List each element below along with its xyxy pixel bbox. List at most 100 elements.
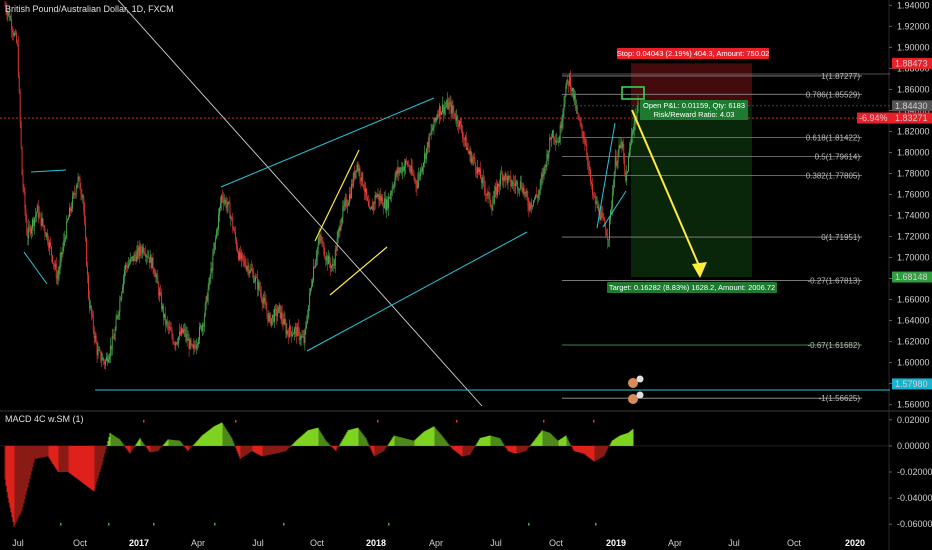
- candle-body: [228, 201, 230, 204]
- macd-bar: [414, 439, 416, 446]
- candle-body: [546, 153, 548, 167]
- candle-body: [413, 175, 415, 180]
- candle-body: [396, 170, 398, 174]
- macd-bar: [168, 439, 170, 446]
- candle-body: [229, 203, 231, 219]
- candle-body: [424, 153, 425, 163]
- macd-bar: [553, 436, 555, 446]
- candle-body: [252, 270, 254, 273]
- macd-bar: [27, 445, 29, 488]
- candle-body: [249, 271, 251, 274]
- candle-body: [162, 306, 163, 310]
- candle-body: [265, 302, 267, 310]
- candle-body: [245, 265, 247, 270]
- candle-body: [427, 142, 429, 148]
- candle-body: [63, 239, 65, 248]
- candle-body: [26, 220, 28, 235]
- price-tick-label: 1.94000: [897, 0, 930, 10]
- macd-bar: [94, 445, 96, 489]
- candle-body: [510, 176, 512, 186]
- candle-body: [287, 330, 289, 333]
- candle-body: [551, 137, 553, 140]
- macd-bar: [200, 436, 202, 446]
- macd-bar: [444, 439, 446, 446]
- candle-body: [227, 201, 229, 206]
- candle-body: [59, 260, 61, 271]
- candle-body: [89, 297, 90, 309]
- macd-signal-mark: [543, 420, 545, 423]
- candle-body: [349, 194, 350, 203]
- candle-body: [277, 306, 279, 314]
- macd-bar: [527, 445, 529, 449]
- macd-bar: [417, 437, 419, 446]
- macd-bar: [599, 445, 601, 459]
- macd-bar: [325, 440, 327, 446]
- candle-body: [382, 197, 384, 206]
- candle-body: [273, 314, 275, 322]
- candle-body: [409, 169, 411, 172]
- candle-body: [634, 116, 636, 124]
- candle-body: [163, 306, 164, 318]
- drawings: Stop: 0.04043 (2.19%) 404.3, Amount: 750…: [23, 0, 890, 407]
- candle-body: [444, 106, 446, 108]
- macd-bar: [253, 445, 255, 453]
- candle-body: [128, 262, 130, 265]
- candle-body: [561, 120, 563, 129]
- macd-bar: [494, 436, 496, 446]
- candle-body: [615, 157, 617, 166]
- macd-bar: [586, 445, 588, 457]
- macd-bar: [247, 445, 249, 454]
- macd-bar: [167, 439, 169, 446]
- candle-body: [189, 339, 191, 349]
- candle-body: [375, 195, 377, 198]
- candle-body: [393, 185, 395, 188]
- candle-body: [106, 356, 107, 361]
- macd-bar: [12, 445, 14, 522]
- macd-bar: [540, 431, 542, 446]
- macd-bar: [79, 445, 81, 481]
- macd-bar: [319, 430, 321, 446]
- candle-body: [179, 331, 181, 337]
- candle-body: [383, 205, 385, 209]
- macd-bar: [398, 436, 400, 446]
- macd-bar: [83, 445, 85, 484]
- candle-body: [89, 306, 91, 309]
- macd-bar: [215, 425, 217, 446]
- candle-body: [95, 335, 97, 344]
- candle-body: [537, 194, 539, 199]
- macd-bar: [402, 437, 404, 446]
- macd-bar: [273, 445, 275, 454]
- macd-bar: [271, 445, 273, 455]
- macd-bar: [566, 437, 568, 446]
- macd-signal-mark: [283, 523, 285, 526]
- candle-body: [607, 235, 609, 241]
- macd-bar: [5, 445, 7, 486]
- macd-bar: [77, 445, 79, 480]
- candle-body: [286, 330, 288, 335]
- candle-body: [23, 186, 25, 192]
- macd-signal-mark: [60, 523, 62, 526]
- candle-body: [565, 86, 567, 97]
- macd-bar: [123, 445, 125, 446]
- candle-body: [29, 226, 31, 228]
- candle-body: [34, 215, 36, 219]
- fib-label: -1(1.56625): [819, 394, 861, 403]
- candle-body: [442, 104, 444, 114]
- candle-body: [571, 88, 573, 92]
- candle-body: [469, 150, 471, 155]
- macd-bar: [346, 432, 348, 446]
- candle-body: [389, 194, 391, 199]
- macd-bar: [486, 436, 488, 446]
- candle-body: [395, 170, 397, 178]
- candle-body: [618, 145, 620, 153]
- candle-body: [474, 157, 476, 163]
- macd-bar: [349, 429, 351, 446]
- macd-bar: [105, 445, 107, 450]
- macd-tick-label: -0.04000: [897, 493, 932, 503]
- candle-body: [183, 329, 185, 330]
- time-axis[interactable]: Jul Oct 2017 Apr Jul Oct 2018 Apr Jul Oct 2019 Apr J…: [12, 538, 865, 548]
- macd-bar: [512, 445, 514, 453]
- candle-body: [620, 141, 622, 148]
- candle-body: [90, 306, 92, 315]
